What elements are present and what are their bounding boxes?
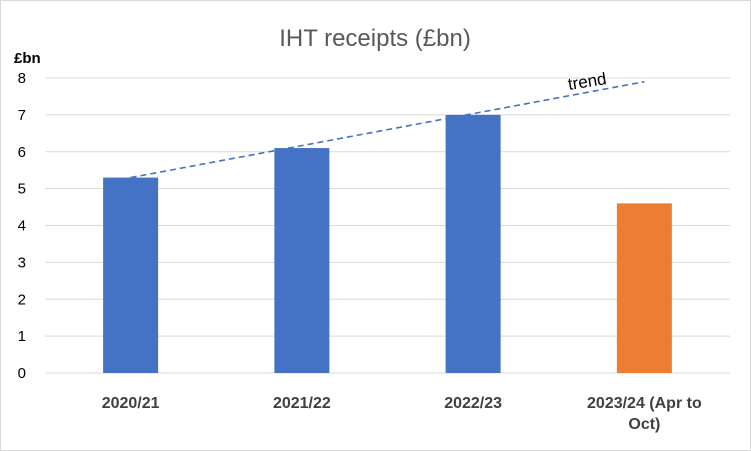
x-tick-line: 2023/24 (Apr to — [587, 395, 702, 412]
x-tick-label-3: 2023/24 (Apr to Oct) — [587, 395, 702, 433]
x-tick-label-0: 2020/21 — [102, 395, 160, 412]
trendline — [130, 80, 645, 179]
y-axis-unit-label: £bn — [14, 50, 41, 67]
y-tick-label: 3 — [18, 254, 26, 271]
y-tick-label: 6 — [18, 144, 26, 161]
x-tick-label-1: 2021/22 — [273, 395, 331, 412]
y-tick-label: 7 — [18, 107, 26, 124]
x-axis-ticks: 2020/21 2021/22 2022/23 2023/24 (Apr to Oct) — [102, 395, 702, 433]
trendline-group: trend — [130, 69, 645, 179]
y-axis-ticks: 0 1 2 3 4 5 6 7 8 — [18, 70, 26, 382]
y-tick-label: 4 — [18, 218, 26, 235]
x-tick-line: 2022/23 — [444, 395, 502, 412]
x-tick-line: Oct) — [628, 416, 660, 433]
y-tick-label: 2 — [18, 291, 26, 308]
bar-3 — [616, 203, 672, 373]
y-tick-label: 0 — [18, 365, 26, 382]
gridlines — [45, 77, 730, 374]
trend-label: trend — [567, 69, 608, 94]
x-tick-line: 2020/21 — [102, 395, 160, 412]
x-tick-label-2: 2022/23 — [444, 395, 502, 412]
y-tick-label: 5 — [18, 181, 26, 198]
y-tick-label: 1 — [18, 328, 26, 345]
bar-2 — [445, 114, 501, 373]
bars — [103, 114, 672, 373]
x-tick-line: 2021/22 — [273, 395, 331, 412]
y-tick-label: 8 — [18, 70, 26, 87]
bar-0 — [103, 177, 159, 373]
chart-title: IHT receipts (£bn) — [279, 25, 471, 52]
bar-1 — [274, 148, 330, 373]
